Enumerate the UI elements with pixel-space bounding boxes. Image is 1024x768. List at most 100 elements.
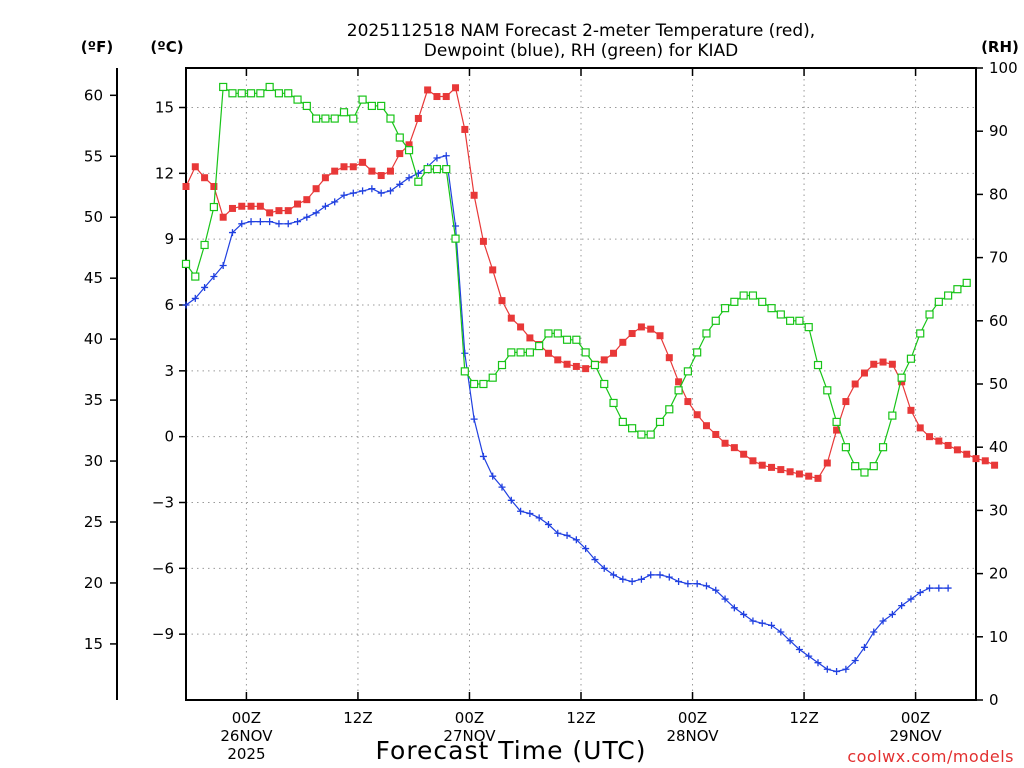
time-tick-label: 00Z xyxy=(678,709,707,727)
dewpoint-point xyxy=(665,573,673,581)
rh-point xyxy=(962,278,971,287)
temperature-point xyxy=(256,202,264,210)
dewpoint-point xyxy=(777,628,785,636)
dewpoint-point xyxy=(898,602,906,610)
celsius-tick-label: −6 xyxy=(152,559,174,577)
rh-point xyxy=(720,304,730,313)
temperature-point xyxy=(647,325,655,333)
rh-point xyxy=(776,310,785,319)
dewpoint-point xyxy=(675,578,683,585)
rh-point xyxy=(730,297,739,306)
temperature-point xyxy=(600,356,608,364)
fahrenheit-tick-label: 40 xyxy=(84,330,103,348)
temperature-point xyxy=(349,163,357,171)
dewpoint-point xyxy=(312,209,320,217)
dewpoint-point xyxy=(823,665,831,673)
temperature-point xyxy=(321,174,329,182)
rh-point xyxy=(544,329,553,338)
temperature-point xyxy=(721,439,729,447)
temperature-point xyxy=(610,349,618,357)
rh-point xyxy=(423,165,432,174)
dewpoint-point xyxy=(833,667,841,675)
temperature-point xyxy=(414,114,422,122)
celsius-tick-label: 12 xyxy=(155,164,174,182)
celsius-tick-label: −9 xyxy=(152,625,174,643)
dewpoint-point xyxy=(888,610,896,618)
temperature-line xyxy=(185,86,995,480)
temperature-point xyxy=(749,457,757,465)
fahrenheit-tick-label: 20 xyxy=(84,574,103,592)
temperature-point xyxy=(191,163,199,171)
rh-point xyxy=(321,114,330,123)
temperature-point xyxy=(266,209,274,217)
dewpoint-point xyxy=(256,218,264,226)
fahrenheit-tick-label: 55 xyxy=(84,147,103,165)
rh-point xyxy=(237,89,246,98)
temperature-point xyxy=(953,446,961,454)
temperature-point xyxy=(702,422,710,430)
rh-point xyxy=(377,101,386,111)
temperature-point xyxy=(963,450,971,458)
temperature-point xyxy=(777,466,785,474)
rh-point xyxy=(358,95,367,104)
dewpoint-point xyxy=(944,584,952,592)
rh-point xyxy=(330,114,339,123)
dewpoint-point xyxy=(386,187,394,195)
rh-tick-label: 60 xyxy=(989,312,1008,330)
rh-point xyxy=(758,297,767,306)
temperature-point xyxy=(619,338,627,346)
temperature-point xyxy=(740,450,748,458)
dewpoint-point xyxy=(572,536,580,544)
temperature-point xyxy=(972,455,980,463)
temperature-point xyxy=(842,398,850,406)
temperature-point xyxy=(238,202,246,210)
rh-point xyxy=(507,348,516,357)
rh-point xyxy=(897,373,906,382)
dewpoint-point xyxy=(554,529,562,537)
rh-tick-label: 30 xyxy=(989,501,1008,519)
rh-point xyxy=(934,297,943,306)
time-tick-label: 12Z xyxy=(343,709,372,727)
temperature-point xyxy=(693,411,701,419)
dewpoint-point xyxy=(442,152,450,160)
dewpoint-point xyxy=(712,586,720,594)
dewpoint-point xyxy=(582,545,590,553)
rh-tick-label: 10 xyxy=(989,628,1008,646)
gridlines xyxy=(186,68,976,700)
rh-point xyxy=(702,329,711,338)
dewpoint-point xyxy=(684,580,692,588)
dewpoint-point xyxy=(851,657,859,664)
rh-point xyxy=(460,367,469,376)
dewpoint-point xyxy=(591,556,599,564)
temperature-point xyxy=(981,457,989,465)
rh-point xyxy=(228,89,237,98)
temperature-point xyxy=(684,398,692,406)
temperature-point xyxy=(275,207,283,215)
time-tick-label: 12Z xyxy=(789,709,818,727)
temperature-point xyxy=(507,314,515,322)
rh-point xyxy=(767,304,776,313)
rh-point xyxy=(823,386,832,395)
dewpoint-point xyxy=(433,154,441,162)
rh-point xyxy=(349,114,358,123)
rh-point xyxy=(786,316,795,325)
dewpoint-point xyxy=(461,349,469,357)
rh-point xyxy=(683,367,692,376)
dewpoint-point xyxy=(926,584,934,592)
dewpoint-point xyxy=(479,452,487,460)
fahrenheit-unit-label: (ºF) xyxy=(81,38,113,56)
rh-point xyxy=(497,360,507,370)
dewpoint-point xyxy=(396,180,404,188)
temperature-point xyxy=(991,461,999,469)
dewpoint-point xyxy=(656,571,664,579)
dewpoint-point xyxy=(321,202,329,210)
rh-point xyxy=(748,291,758,300)
dewpoint-point xyxy=(182,301,190,309)
temperature-point xyxy=(833,426,841,434)
rh-point xyxy=(804,323,813,332)
temperature-point xyxy=(870,360,878,368)
fahrenheit-tick-label: 60 xyxy=(84,86,103,104)
temperature-point xyxy=(331,167,339,175)
temperature-point xyxy=(359,158,367,166)
